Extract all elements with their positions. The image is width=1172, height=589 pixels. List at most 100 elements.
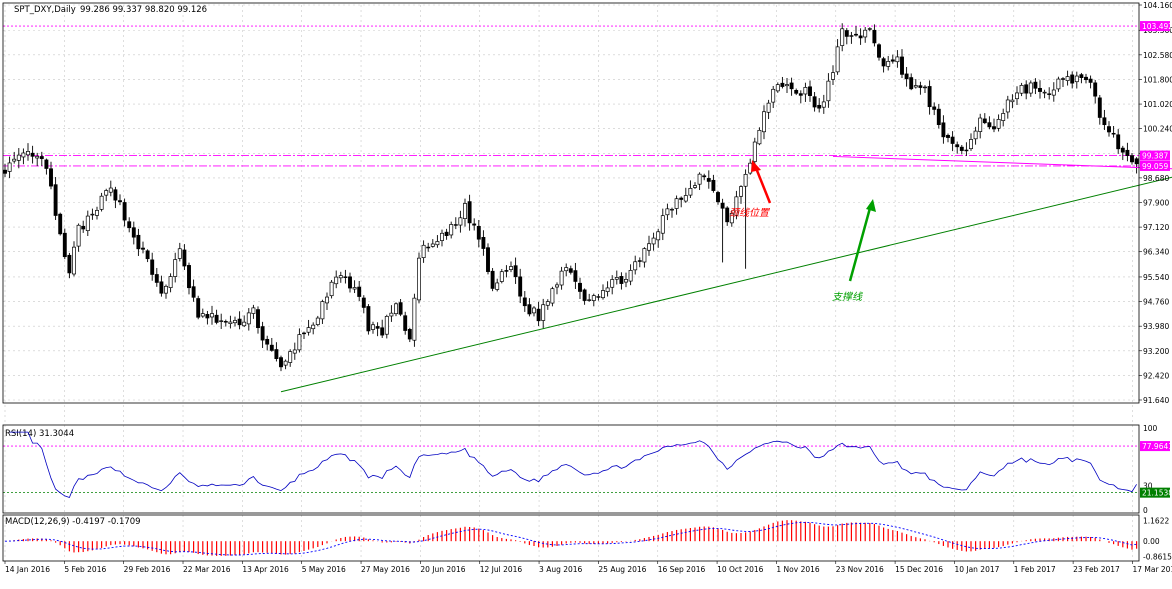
- candle-body: [679, 197, 684, 200]
- candle-body: [545, 301, 550, 306]
- neckline-arrow-head: [751, 160, 761, 172]
- price-panel[interactable]: SPT_DXY,Daily 99.286 99.337 98.820 99.12…: [3, 5, 1172, 393]
- rsi-panel[interactable]: RSI(14) 31.3044: [3, 429, 1139, 499]
- candle-body: [775, 84, 780, 92]
- candle-body: [352, 287, 357, 290]
- candle-body: [265, 338, 270, 345]
- candle-body: [187, 265, 191, 289]
- candle-body: [872, 29, 877, 44]
- candle-body: [127, 221, 132, 229]
- candle-body: [674, 198, 679, 209]
- candle-body: [725, 207, 730, 223]
- candle-body: [550, 288, 555, 304]
- candle-body: [343, 276, 348, 278]
- rsi-axis: 100 30 0: [1143, 424, 1158, 515]
- support-arrow: [848, 207, 872, 282]
- candle-body: [173, 259, 178, 277]
- candle-body: [688, 188, 693, 196]
- panel-frame: [2, 2, 1140, 404]
- candle-body: [578, 282, 582, 292]
- candle-body: [269, 344, 274, 351]
- time-tick-label: 23 Feb 2017: [1073, 565, 1120, 574]
- candle-body: [481, 237, 486, 249]
- candle-body: [412, 297, 417, 341]
- candle-body: [831, 72, 835, 80]
- candle-body: [1005, 99, 1010, 113]
- macd-axis: 1.1622 0.00 -0.8615: [1143, 516, 1172, 561]
- candle-body: [950, 136, 955, 144]
- candle-body: [1130, 155, 1134, 163]
- candle-body: [982, 118, 987, 124]
- level-tag-bg: [1140, 21, 1170, 32]
- candle-body: [99, 195, 104, 210]
- candle-body: [927, 86, 932, 108]
- rsi-tick-label: 0: [1143, 506, 1148, 515]
- price-tick-label: 95.540: [1143, 273, 1169, 282]
- candle-body: [706, 178, 711, 182]
- candle-body: [789, 82, 794, 90]
- candle-body: [1125, 149, 1130, 156]
- level-tag-bg: [1140, 160, 1170, 171]
- candle-body: [260, 326, 265, 341]
- price-tick-label: 92.420: [1143, 371, 1169, 380]
- candle-body: [430, 243, 435, 247]
- candle-body: [1028, 82, 1033, 94]
- chart-title: SPT_DXY,Daily: [14, 5, 76, 15]
- candle-body: [624, 278, 628, 283]
- candle-body: [306, 327, 311, 333]
- candle-body: [826, 80, 831, 102]
- macd-signal-line: [4, 521, 1137, 556]
- candle-body: [518, 276, 523, 297]
- candle-body: [780, 82, 785, 87]
- candle-body: [821, 101, 826, 108]
- candle-body: [941, 122, 946, 138]
- candle-body: [361, 297, 366, 308]
- candle-body: [463, 203, 467, 219]
- candle-body: [909, 77, 914, 90]
- candle-body: [1061, 78, 1065, 80]
- candle-body: [256, 309, 260, 329]
- support-trendline: [280, 176, 1172, 393]
- candle-body: [26, 150, 30, 156]
- candle-body: [877, 44, 881, 58]
- candle-body: [582, 289, 587, 301]
- candle-body: [35, 155, 40, 159]
- candle-body: [817, 104, 822, 109]
- candle-body: [955, 144, 960, 148]
- candle-body: [108, 187, 113, 193]
- candle-body: [141, 247, 145, 250]
- candle-body: [849, 35, 854, 37]
- support-label: 支撑线: [832, 291, 863, 303]
- candle-body: [444, 231, 449, 236]
- neckline: [832, 155, 1172, 170]
- macd-panel[interactable]: MACD(12,26,9) -0.4197 -0.1709: [4, 517, 1138, 556]
- candle-body: [978, 117, 983, 132]
- time-tick-label: 29 Feb 2016: [124, 565, 171, 574]
- candle-body: [932, 106, 937, 110]
- candle-body: [660, 215, 665, 234]
- candle-body: [449, 224, 454, 236]
- candle-body: [670, 208, 674, 211]
- candle-body: [495, 282, 500, 290]
- candle-body: [716, 192, 720, 203]
- candle-body: [798, 93, 803, 96]
- level-tag: 103.492: [1142, 22, 1172, 31]
- candle-body: [785, 84, 789, 87]
- candle-body: [380, 327, 385, 336]
- candle-body: [168, 276, 173, 288]
- candle-body: [315, 317, 320, 325]
- candle-body: [605, 287, 610, 292]
- candles: [3, 23, 1139, 372]
- candle-body: [1074, 75, 1079, 83]
- candle-body: [1107, 126, 1111, 133]
- price-tick-label: 97.120: [1143, 223, 1169, 232]
- candle-body: [182, 249, 187, 267]
- candle-body: [803, 87, 808, 95]
- candle-body: [743, 173, 748, 187]
- rsi-tick-label: 100: [1143, 424, 1158, 433]
- rsi-line: [9, 431, 1137, 499]
- candle-body: [118, 200, 122, 203]
- time-tick-label: 5 May 2016: [302, 565, 346, 574]
